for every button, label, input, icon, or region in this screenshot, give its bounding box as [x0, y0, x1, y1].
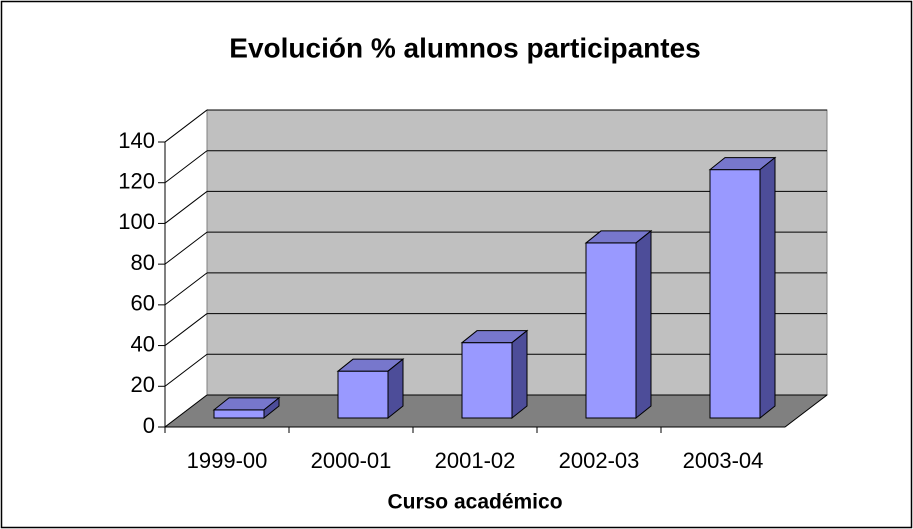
bar-front: [337, 370, 389, 419]
bar-side: [263, 396, 280, 420]
bar-front: [709, 169, 761, 419]
grid-line: [164, 313, 208, 346]
bar-side: [511, 329, 528, 420]
x-tick-label: 2001-02: [435, 448, 516, 473]
grid-line: [164, 394, 208, 428]
grid-line: [164, 353, 208, 387]
y-tick-label: 40: [131, 331, 155, 356]
y-tick-label: 80: [131, 250, 155, 275]
bar-side: [387, 358, 404, 420]
y-tick-label: 120: [118, 169, 155, 194]
x-axis-title: Curso académico: [387, 491, 562, 514]
x-tick-label: 2002-03: [559, 448, 640, 473]
x-tick-label: 1999-00: [187, 448, 268, 473]
grid-line: [164, 150, 208, 184]
chart-title: Evolución % alumnos participantes: [229, 32, 700, 63]
y-tick-label: 100: [118, 209, 155, 234]
bar-front: [213, 409, 265, 419]
y-tick-label: 140: [118, 128, 155, 153]
grid-line: [164, 191, 208, 224]
y-tick-label: 60: [131, 291, 155, 316]
x-tick-label: 2003-04: [683, 448, 764, 473]
side-wall: [164, 108, 208, 429]
grid-line: [164, 231, 208, 265]
x-axis-edge: [784, 394, 828, 428]
bar-front: [585, 242, 637, 419]
grid-line: [164, 109, 208, 143]
bar-side: [635, 229, 652, 420]
y-tick-label: 20: [131, 372, 155, 397]
x-tick-label: 2000-01: [311, 448, 392, 473]
grid-line: [164, 272, 208, 306]
bar-side: [759, 156, 776, 420]
y-tick-label: 0: [143, 413, 155, 438]
bar-front: [461, 342, 513, 419]
